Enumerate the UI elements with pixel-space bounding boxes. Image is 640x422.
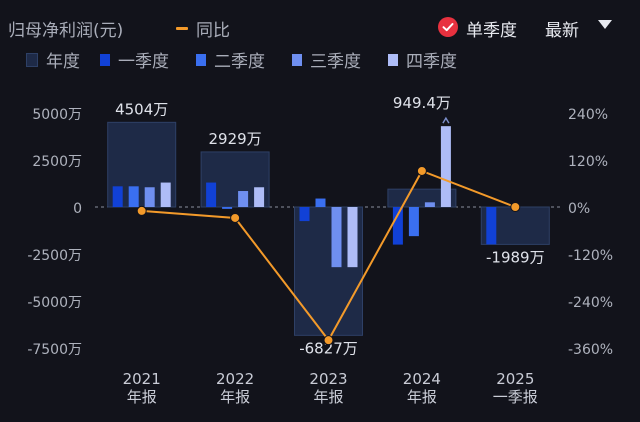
legend-item-q4[interactable]: 四季度 (388, 47, 457, 72)
quarter-bar (160, 182, 171, 207)
y-right-tick-label: 0% (568, 201, 590, 217)
quarter-bar (331, 207, 342, 268)
quarter-bar (238, 191, 249, 207)
legend-item-q1[interactable]: 一季度 (100, 47, 169, 72)
x-tick-year: 2023 (309, 370, 347, 388)
legend-item-q2[interactable]: 二季度 (196, 47, 265, 72)
annual-bar (200, 151, 270, 208)
y-right-tick-label: 240% (568, 107, 608, 123)
y-left-tick-label: -2500万 (27, 248, 82, 264)
legend-label: 四季度 (406, 52, 457, 72)
quarter-bar (440, 126, 451, 207)
legend-item-q3[interactable]: 三季度 (292, 47, 361, 72)
quarter-bar (144, 187, 155, 207)
latest-selector[interactable]: 最新 (545, 21, 579, 41)
yoy-legend: 同比 (176, 16, 230, 41)
quarter-bar (222, 207, 233, 209)
legend-swatch (100, 53, 110, 66)
quarter-bar (408, 207, 419, 237)
overflow-arrow-icon (442, 116, 450, 124)
quarter-bar (392, 207, 403, 245)
y-left-tick-label: 2500万 (32, 154, 82, 170)
yoy-point (230, 212, 241, 223)
yoy-point (323, 335, 334, 346)
quarter-bar (254, 187, 265, 207)
y-right-tick-label: -360% (568, 342, 613, 358)
quarter-bar (347, 207, 358, 268)
annual-value-label: 4504万 (115, 100, 168, 118)
yoy-legend-label: 同比 (196, 21, 230, 41)
x-tick-period: 年报 (127, 388, 157, 406)
annual-value-label: 949.4万 (393, 94, 451, 112)
x-tick-year: 2025 (496, 370, 534, 388)
chart-title: 归母净利润(元) (8, 21, 124, 41)
y-right-tick-label: -120% (568, 248, 613, 264)
y-left-tick-label: -7500万 (27, 342, 82, 358)
legend-label: 三季度 (310, 52, 361, 72)
header-bar: 归母净利润(元) 同比 单季度 最新 (0, 0, 640, 44)
legend-swatch (26, 52, 38, 67)
y-right-tick-label: 120% (568, 154, 608, 170)
x-tick-year: 2021 (123, 370, 161, 388)
single-quarter-toggle[interactable]: 单季度 (466, 21, 517, 41)
legend-label: 二季度 (214, 52, 265, 72)
y-right-tick-label: -240% (568, 295, 613, 311)
check-icon[interactable] (438, 17, 458, 37)
legend-item-annual[interactable]: 年度 (26, 47, 80, 72)
quarter-bar (315, 198, 326, 207)
legend-swatch (196, 53, 206, 66)
x-tick-period: 一季报 (493, 388, 538, 406)
yoy-point (416, 165, 427, 176)
legend-label: 年度 (46, 52, 80, 72)
quarter-bar (112, 186, 123, 207)
yoy-line-swatch (176, 27, 188, 30)
annual-value-label: -6827万 (299, 339, 358, 357)
annual-value-label: 2929万 (209, 130, 262, 148)
annual-value-label: -1989万 (486, 248, 545, 266)
legend-swatch (388, 53, 398, 66)
x-tick-period: 年报 (220, 388, 250, 406)
quarter-bar (424, 202, 435, 207)
legend-swatch (292, 53, 302, 66)
x-tick-period: 年报 (407, 388, 437, 406)
y-left-tick-label: -5000万 (27, 295, 82, 311)
yoy-point (136, 205, 147, 216)
y-left-tick-label: 5000万 (32, 107, 82, 123)
quarter-bar (299, 207, 310, 222)
y-left-tick-label: 0 (73, 201, 82, 217)
quarter-bar (128, 186, 139, 207)
x-tick-year: 2024 (403, 370, 441, 388)
quarter-bar (486, 207, 497, 245)
legend-label: 一季度 (118, 52, 169, 72)
x-tick-year: 2022 (216, 370, 254, 388)
chevron-down-icon[interactable] (598, 20, 612, 29)
yoy-point (510, 202, 521, 212)
x-tick-period: 年报 (313, 388, 343, 406)
quarter-bar (206, 182, 217, 207)
